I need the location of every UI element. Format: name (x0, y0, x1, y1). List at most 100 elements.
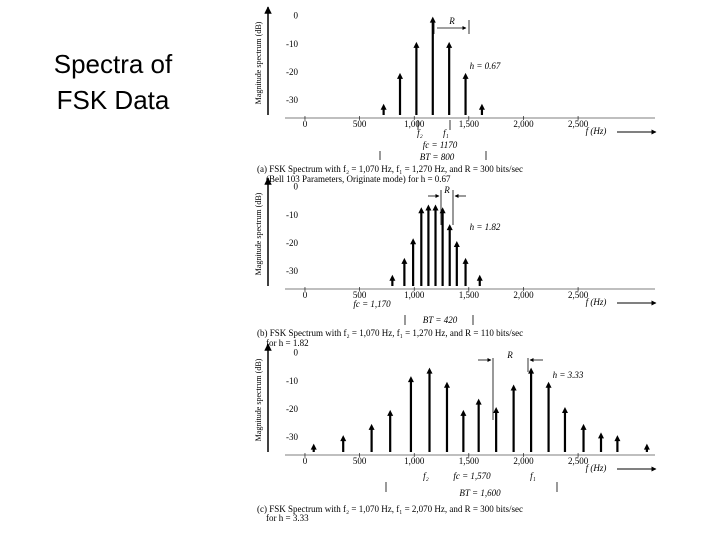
x-tick-label: 2,500 (568, 119, 589, 129)
annotation-brackets (379, 20, 558, 492)
y-tick-label: -30 (286, 95, 298, 105)
stem (443, 381, 450, 452)
caption: for h = 3.33 (266, 513, 309, 523)
stem-arrow (462, 257, 469, 264)
stem-arrow (453, 241, 460, 248)
annotation: BT = 800 (420, 152, 455, 162)
stem (614, 435, 621, 452)
stem-arrow (561, 407, 568, 414)
stem-arrow (418, 207, 425, 214)
stem (418, 207, 425, 286)
stem (389, 274, 396, 286)
stem (475, 398, 482, 452)
annotation: h = 1.82 (470, 222, 501, 232)
stem (462, 72, 469, 115)
stem (453, 241, 460, 286)
y-axis-label: Magnitude spectrum (dB) (254, 358, 263, 441)
y-tick-label: -10 (286, 376, 298, 386)
y-tick-label: 0 (294, 182, 299, 192)
stem-arrow (598, 432, 605, 439)
stem (410, 238, 417, 286)
annotation: h = 3.33 (553, 370, 584, 380)
stem (580, 423, 587, 452)
y-tick-label: -30 (286, 432, 298, 442)
x-axis-label: f (Hz) (586, 463, 607, 473)
stem (528, 367, 535, 452)
stem-arrow (614, 435, 621, 442)
annotation: fc = 1,170 (353, 299, 391, 309)
stem-arrow (389, 274, 396, 281)
x-tick-label: 1,000 (404, 119, 425, 129)
stem-arrow (368, 423, 375, 430)
caption: for h = 1.82 (266, 338, 309, 348)
stem-arrow (387, 409, 394, 416)
stem-arrow (462, 72, 469, 79)
stem-arrow (410, 238, 417, 245)
stem (368, 423, 375, 452)
stem-arrow (460, 409, 467, 416)
y-tick-label: -10 (286, 210, 298, 220)
stem (429, 16, 436, 115)
annotation: fc = 1,570 (453, 471, 491, 481)
y-tick-label: -20 (286, 238, 298, 248)
stem-arrow (310, 443, 317, 450)
annotation: h = 0.67 (470, 61, 501, 71)
x-axis-label: f (Hz) (586, 297, 607, 307)
caption: (Bell 103 Parameters, Originate mode) fo… (266, 174, 451, 184)
stem-arrow (401, 257, 408, 264)
y-tick-label: -20 (286, 67, 298, 77)
x-tick-label: 1,000 (404, 290, 425, 300)
x-tick-label: 2,000 (513, 456, 534, 466)
stem-arrow (397, 72, 404, 79)
stem-arrow (510, 384, 517, 391)
stem-arrow (340, 435, 347, 442)
annotation: R (506, 350, 513, 360)
x-tick-label: 0 (303, 290, 308, 300)
stem (380, 103, 387, 115)
stem (446, 224, 453, 286)
annotation: f₂ (417, 128, 423, 138)
stem (462, 257, 469, 286)
x-axis-label: f (Hz) (586, 126, 607, 136)
annotation: R (448, 16, 455, 26)
stem (340, 435, 347, 452)
annotation: f₁ (530, 471, 536, 481)
stem-arrow (545, 381, 552, 388)
stem (446, 41, 453, 115)
stem (401, 257, 408, 286)
caption: (c) FSK Spectrum with f₂ = 1,070 Hz, f₁ … (257, 504, 523, 514)
x-tick-label: 2,000 (513, 290, 534, 300)
x-tick-label: 500 (353, 290, 367, 300)
stem-arrow (429, 16, 436, 23)
stem (407, 376, 414, 452)
caption: (a) FSK Spectrum with f₂ = 1,070 Hz, f₁ … (257, 164, 523, 174)
caption: (b) FSK Spectrum with f₂ = 1,070 Hz, f₁ … (257, 328, 523, 338)
slide-title: Spectra of FSK Data (53, 49, 173, 115)
y-tick-label: -10 (286, 39, 298, 49)
stem (643, 443, 650, 452)
stem-arrow (580, 423, 587, 430)
stem (397, 72, 404, 115)
annotation: R (443, 185, 450, 195)
x-tick-label: 0 (303, 456, 308, 466)
x-tick-label: 1,000 (404, 456, 425, 466)
stem (439, 207, 446, 286)
stem (460, 409, 467, 452)
x-tick-label: 1,500 (459, 290, 480, 300)
stem-arrow (643, 443, 650, 450)
stem-arrow (476, 274, 483, 281)
stem (545, 381, 552, 452)
y-tick-label: -20 (286, 404, 298, 414)
y-tick-label: 0 (294, 11, 299, 21)
stem (510, 384, 517, 452)
annotation: BT = 420 (423, 315, 458, 325)
annotation: f₂ (423, 471, 429, 481)
stem-arrow (439, 207, 446, 214)
stem-arrow (478, 103, 485, 110)
stem (478, 103, 485, 115)
y-tick-label: -30 (286, 266, 298, 276)
stem-arrow (446, 41, 453, 48)
annotation: f₁ (443, 128, 449, 138)
